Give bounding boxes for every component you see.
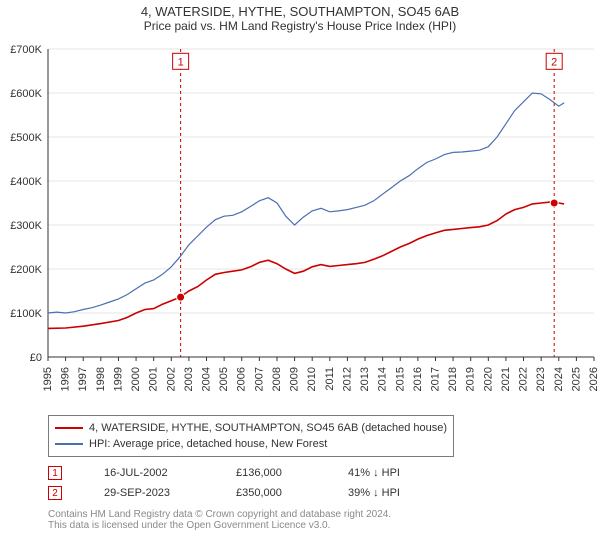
svg-text:2001: 2001 xyxy=(148,367,160,391)
svg-text:2005: 2005 xyxy=(218,367,230,391)
svg-text:2003: 2003 xyxy=(183,367,195,391)
marker-badge: 2 xyxy=(48,486,62,500)
svg-text:£400K: £400K xyxy=(10,176,42,188)
svg-text:1998: 1998 xyxy=(95,367,107,391)
svg-text:2013: 2013 xyxy=(359,367,371,391)
svg-text:2016: 2016 xyxy=(412,367,424,391)
svg-text:£0: £0 xyxy=(30,352,42,364)
svg-text:2014: 2014 xyxy=(377,367,389,391)
svg-text:2018: 2018 xyxy=(447,367,459,391)
svg-text:1997: 1997 xyxy=(77,367,89,391)
marker-date: 16-JUL-2002 xyxy=(104,467,194,479)
svg-text:2000: 2000 xyxy=(130,367,142,391)
svg-text:2010: 2010 xyxy=(306,367,318,391)
legend-swatch xyxy=(55,443,83,445)
svg-text:2024: 2024 xyxy=(553,367,565,391)
svg-text:2002: 2002 xyxy=(165,367,177,391)
svg-text:2: 2 xyxy=(551,56,557,68)
legend-swatch xyxy=(55,427,83,429)
svg-text:2011: 2011 xyxy=(324,367,336,391)
plot-area: £0 £100K £200K £300K £400K £500K £600K £700K 199… xyxy=(0,39,600,409)
svg-text:2020: 2020 xyxy=(482,367,494,391)
svg-text:£600K: £600K xyxy=(10,88,42,100)
svg-text:£300K: £300K xyxy=(10,220,42,232)
marker-row: 2 29-SEP-2023 £350,000 39% ↓ HPI xyxy=(48,483,600,503)
svg-text:2015: 2015 xyxy=(394,367,406,391)
svg-text:£700K: £700K xyxy=(10,44,42,56)
legend-label: 4, WATERSIDE, HYTHE, SOUTHAMPTON, SO45 6… xyxy=(89,422,447,434)
sale-marker-dot xyxy=(177,293,185,301)
svg-text:1995: 1995 xyxy=(42,367,54,391)
footer: Contains HM Land Registry data © Crown c… xyxy=(48,509,600,531)
chart-title: 4, WATERSIDE, HYTHE, SOUTHAMPTON, SO45 6… xyxy=(0,4,600,19)
marker-row: 1 16-JUL-2002 £136,000 41% ↓ HPI xyxy=(48,463,600,483)
svg-text:1999: 1999 xyxy=(112,367,124,391)
svg-text:£100K: £100K xyxy=(10,308,42,320)
svg-text:2026: 2026 xyxy=(588,367,600,391)
svg-text:1996: 1996 xyxy=(60,367,72,391)
legend: 4, WATERSIDE, HYTHE, SOUTHAMPTON, SO45 6… xyxy=(48,415,454,457)
legend-row: 4, WATERSIDE, HYTHE, SOUTHAMPTON, SO45 6… xyxy=(55,420,447,436)
svg-text:2017: 2017 xyxy=(429,367,441,391)
plot-svg: £0 £100K £200K £300K £400K £500K £600K £700K 199… xyxy=(0,39,600,409)
svg-text:£500K: £500K xyxy=(10,132,42,144)
svg-text:2009: 2009 xyxy=(289,367,301,391)
chart-container: 4, WATERSIDE, HYTHE, SOUTHAMPTON, SO45 6… xyxy=(0,4,600,531)
marker-price: £136,000 xyxy=(236,467,306,479)
legend-label: HPI: Average price, detached house, New … xyxy=(89,438,327,450)
marker-date: 29-SEP-2023 xyxy=(104,487,194,499)
svg-text:2023: 2023 xyxy=(535,367,547,391)
svg-text:£200K: £200K xyxy=(10,264,42,276)
markers-table: 1 16-JUL-2002 £136,000 41% ↓ HPI 2 29-SEP-202… xyxy=(48,463,600,503)
svg-text:2004: 2004 xyxy=(201,367,213,391)
marker-delta: 41% ↓ HPI xyxy=(348,467,428,479)
svg-text:2007: 2007 xyxy=(253,367,265,391)
marker-delta: 39% ↓ HPI xyxy=(348,487,428,499)
footer-line2: This data is licensed under the Open Gov… xyxy=(48,520,600,531)
legend-row: HPI: Average price, detached house, New … xyxy=(55,436,447,452)
marker-price: £350,000 xyxy=(236,487,306,499)
footer-line1: Contains HM Land Registry data © Crown c… xyxy=(48,509,600,520)
svg-text:2025: 2025 xyxy=(570,367,582,391)
svg-text:2012: 2012 xyxy=(341,367,353,391)
svg-text:1: 1 xyxy=(178,56,184,68)
svg-text:2006: 2006 xyxy=(236,367,248,391)
chart-subtitle: Price paid vs. HM Land Registry's House … xyxy=(0,19,600,33)
svg-text:2019: 2019 xyxy=(465,367,477,391)
sale-marker-dot xyxy=(550,199,558,207)
svg-text:2021: 2021 xyxy=(500,367,512,391)
svg-text:2008: 2008 xyxy=(271,367,283,391)
svg-text:2022: 2022 xyxy=(518,367,530,391)
marker-badge: 1 xyxy=(48,466,62,480)
